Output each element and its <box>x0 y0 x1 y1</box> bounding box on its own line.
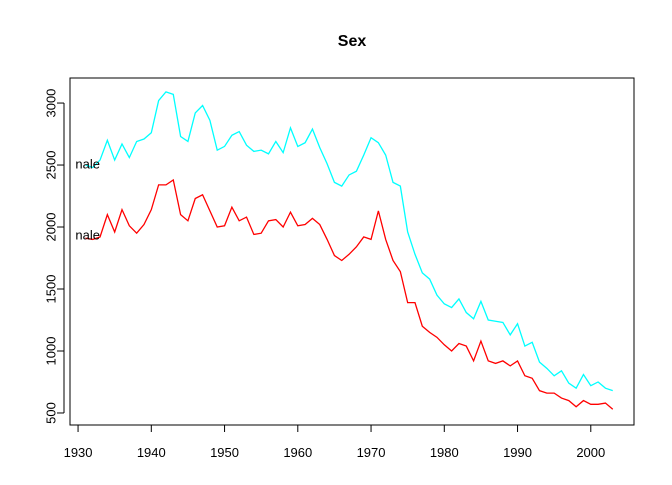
x-tick-label: 2000 <box>576 445 605 460</box>
line <box>85 178 614 410</box>
annotation: nale <box>75 156 100 171</box>
x-tick-label: 1930 <box>64 445 93 460</box>
y-tick-label: 2500 <box>43 151 58 180</box>
y-tick-label: 1500 <box>43 275 58 304</box>
y-tick-label: 500 <box>43 402 58 424</box>
annotation: nale <box>75 227 100 242</box>
plot-area: nale nale <box>75 91 614 410</box>
chart-title: Sex <box>338 33 367 50</box>
x-tick-label: 1960 <box>283 445 312 460</box>
y-tick-label: 1000 <box>43 337 58 366</box>
x-tick-label: 1970 <box>357 445 386 460</box>
y-tick-label: 3000 <box>43 89 58 118</box>
line <box>85 91 613 392</box>
x-tick-label: 1950 <box>210 445 239 460</box>
x-tick-label: 1980 <box>430 445 459 460</box>
x-tick-label: 1990 <box>503 445 532 460</box>
x-tick-label: 1940 <box>137 445 166 460</box>
y-tick-label: 2000 <box>43 213 58 242</box>
